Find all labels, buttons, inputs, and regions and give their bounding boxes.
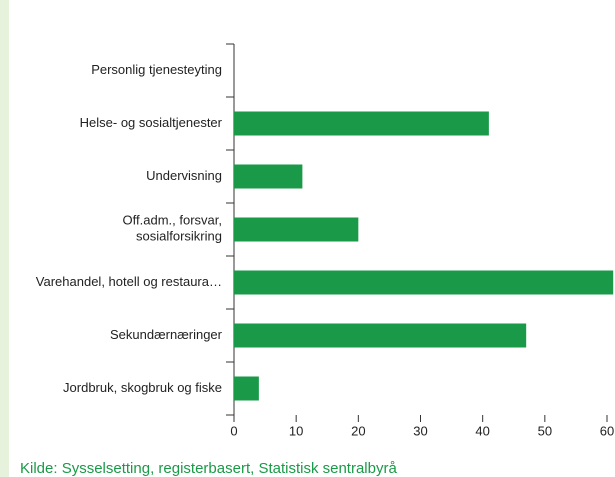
- bar: [234, 376, 259, 401]
- source: Kilde: Sysselsetting, registerbasert, St…: [20, 460, 397, 477]
- x-tick-label: 20: [351, 423, 365, 438]
- x-tick-label: 60: [600, 423, 614, 438]
- bar: [234, 111, 489, 136]
- bar: [234, 323, 527, 348]
- y-tick-label: Varehandel, hotell og restaura…: [36, 274, 222, 289]
- bar: [234, 164, 303, 189]
- bar: [234, 270, 614, 295]
- x-tick-label: 50: [538, 423, 552, 438]
- bar: [234, 217, 359, 242]
- y-tick-label: Helse- og sosialtjenester: [80, 115, 223, 130]
- y-tick-label: Jordbruk, skogbruk og fiske: [63, 380, 222, 395]
- y-tick-label: Undervisning: [146, 168, 222, 183]
- y-tick-label: Personlig tjenesteyting: [91, 62, 222, 77]
- x-tick-label: 30: [413, 423, 427, 438]
- x-tick-label: 0: [230, 423, 237, 438]
- y-tick-label: Sekundærnæringer: [110, 327, 223, 342]
- side-strip: [0, 0, 9, 477]
- x-tick-label: 40: [475, 423, 489, 438]
- x-tick-label: 10: [289, 423, 303, 438]
- y-tick-label: Off.adm., forsvar, sosialforsikring: [123, 213, 222, 244]
